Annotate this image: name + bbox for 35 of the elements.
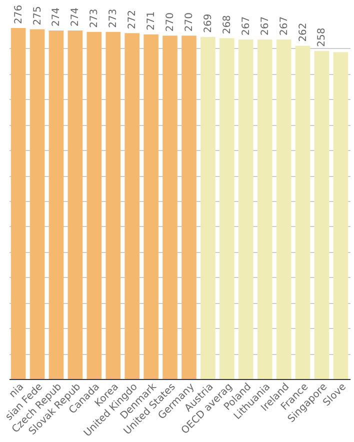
bar [30, 29, 45, 379]
bar [238, 39, 254, 379]
bar [200, 36, 216, 379]
data-label: 269 [202, 14, 214, 33]
bar [106, 32, 121, 379]
bar [276, 39, 292, 379]
bar [10, 28, 26, 379]
data-label: 267 [240, 16, 252, 36]
bar [48, 30, 64, 379]
data-label: 273 [108, 8, 120, 28]
data-label: 275 [32, 6, 44, 26]
bar [144, 34, 158, 379]
data-label: 258 [316, 28, 328, 47]
bar [124, 33, 140, 379]
bar [162, 36, 178, 379]
bar [86, 32, 102, 379]
data-label: 273 [89, 8, 100, 28]
data-label: 270 [184, 12, 195, 32]
bar [257, 39, 272, 379]
bar [68, 30, 83, 379]
data-label: 271 [146, 11, 158, 30]
data-label: 274 [70, 7, 82, 27]
data-label: 274 [51, 7, 62, 27]
data-label: 276 [13, 4, 24, 24]
data-label: 268 [222, 15, 233, 34]
bar [182, 36, 196, 379]
data-label: 272 [127, 10, 138, 30]
data-label: 270 [165, 12, 176, 32]
data-label: 267 [278, 16, 290, 36]
bar [333, 52, 348, 379]
data-label: 262 [298, 22, 309, 42]
bar [295, 46, 310, 379]
bar [314, 50, 330, 379]
data-label: 267 [260, 16, 271, 36]
bar [220, 38, 234, 379]
